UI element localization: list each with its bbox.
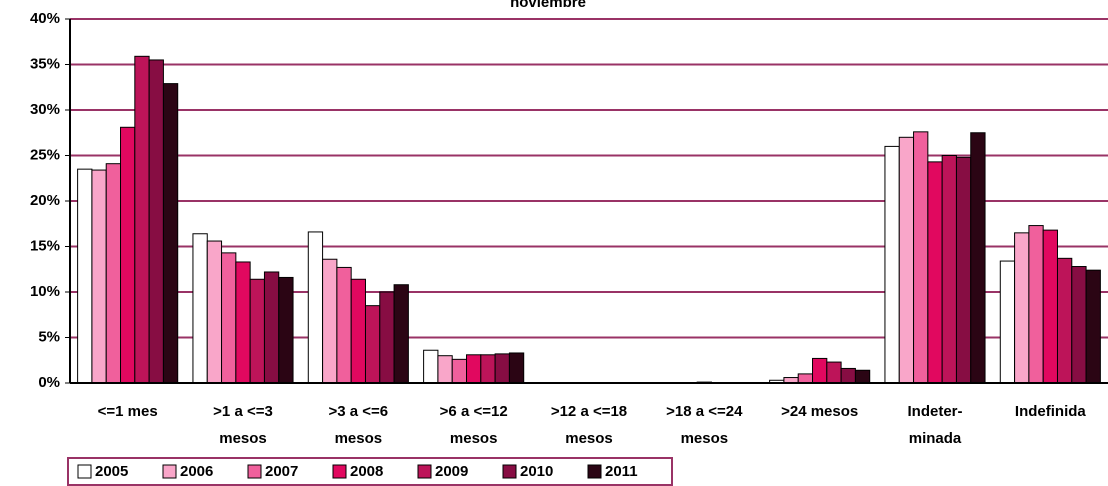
bar [797, 373, 814, 384]
x-tick-label: >3 a <=6 [329, 403, 389, 420]
bar [364, 305, 381, 384]
y-tick-label: 40% [30, 10, 60, 27]
x-tick-label: >24 mesos [781, 403, 858, 420]
bar [91, 169, 107, 384]
x-tick-label: <=1 mes [98, 403, 158, 420]
bar [508, 352, 525, 384]
y-tick-label: 35% [30, 55, 60, 72]
x-tick-label: mesos [450, 430, 498, 447]
bar [249, 278, 265, 384]
bar [307, 231, 324, 384]
bar [999, 260, 1016, 384]
legend-swatch [502, 464, 517, 479]
bar [120, 126, 136, 384]
y-tick-label: 0% [38, 374, 60, 391]
bar [1042, 229, 1058, 384]
bar [1028, 225, 1044, 384]
legend-label: 2010 [520, 463, 553, 480]
bar [221, 252, 237, 384]
y-tick-label: 25% [30, 146, 60, 163]
bar [423, 349, 439, 384]
bar [206, 240, 223, 384]
bar [970, 132, 986, 384]
bar [350, 278, 366, 384]
bar [913, 131, 929, 384]
bar [1014, 232, 1030, 384]
y-tick-label: 5% [38, 328, 60, 345]
legend-swatch [417, 464, 432, 479]
bar [941, 155, 957, 384]
x-tick-label: mesos [681, 430, 729, 447]
legend-swatch [77, 464, 92, 479]
x-tick-label: mesos [335, 430, 383, 447]
bar [494, 353, 510, 384]
legend-label: 2009 [435, 463, 468, 480]
legend-swatch [247, 464, 262, 479]
bar [192, 233, 208, 384]
y-tick-label: 15% [30, 237, 60, 254]
x-tick-label: minada [909, 430, 962, 447]
bar [1056, 257, 1073, 384]
legend-swatch [332, 464, 347, 479]
x-tick-label: >12 a <=18 [551, 403, 627, 420]
bar [451, 358, 468, 384]
bar [322, 258, 338, 384]
bar [148, 59, 164, 384]
bar [336, 266, 352, 384]
bar [1071, 266, 1087, 384]
legend-label: 2006 [180, 463, 213, 480]
bar [884, 145, 900, 384]
legend-label: 2008 [350, 463, 383, 480]
legend-label: 2011 [605, 463, 638, 480]
x-tick-label: Indefinida [1015, 403, 1086, 420]
bar [466, 354, 482, 384]
bar [278, 276, 294, 384]
bar [854, 369, 871, 384]
x-tick-label: >1 a <=3 [213, 403, 273, 420]
bar [134, 55, 150, 384]
bar [812, 357, 828, 384]
bar [480, 354, 496, 384]
bar [105, 163, 122, 384]
x-tick-label: Indeter- [907, 403, 962, 420]
bar [77, 168, 93, 384]
x-tick-label: >6 a <=12 [440, 403, 508, 420]
x-tick-label: mesos [565, 430, 613, 447]
y-tick-label: 10% [30, 283, 60, 300]
legend-label: 2007 [265, 463, 298, 480]
bar [235, 261, 251, 384]
x-tick-label: mesos [219, 430, 267, 447]
bar [379, 291, 395, 384]
bar [393, 284, 409, 384]
bar [263, 271, 280, 384]
bar [1085, 269, 1101, 384]
bar [955, 156, 972, 384]
bar [898, 136, 915, 384]
legend-label: 2005 [95, 463, 128, 480]
y-tick-label: 30% [30, 101, 60, 118]
bar [840, 367, 856, 384]
bar [162, 83, 179, 384]
x-tick-label: >18 a <=24 [666, 403, 743, 420]
legend-swatch [162, 464, 177, 479]
chart-title: noviembre [510, 0, 586, 11]
bar [826, 361, 842, 384]
bar [437, 355, 453, 384]
y-tick-label: 20% [30, 192, 60, 209]
bar [927, 161, 943, 384]
legend-swatch [587, 464, 602, 479]
